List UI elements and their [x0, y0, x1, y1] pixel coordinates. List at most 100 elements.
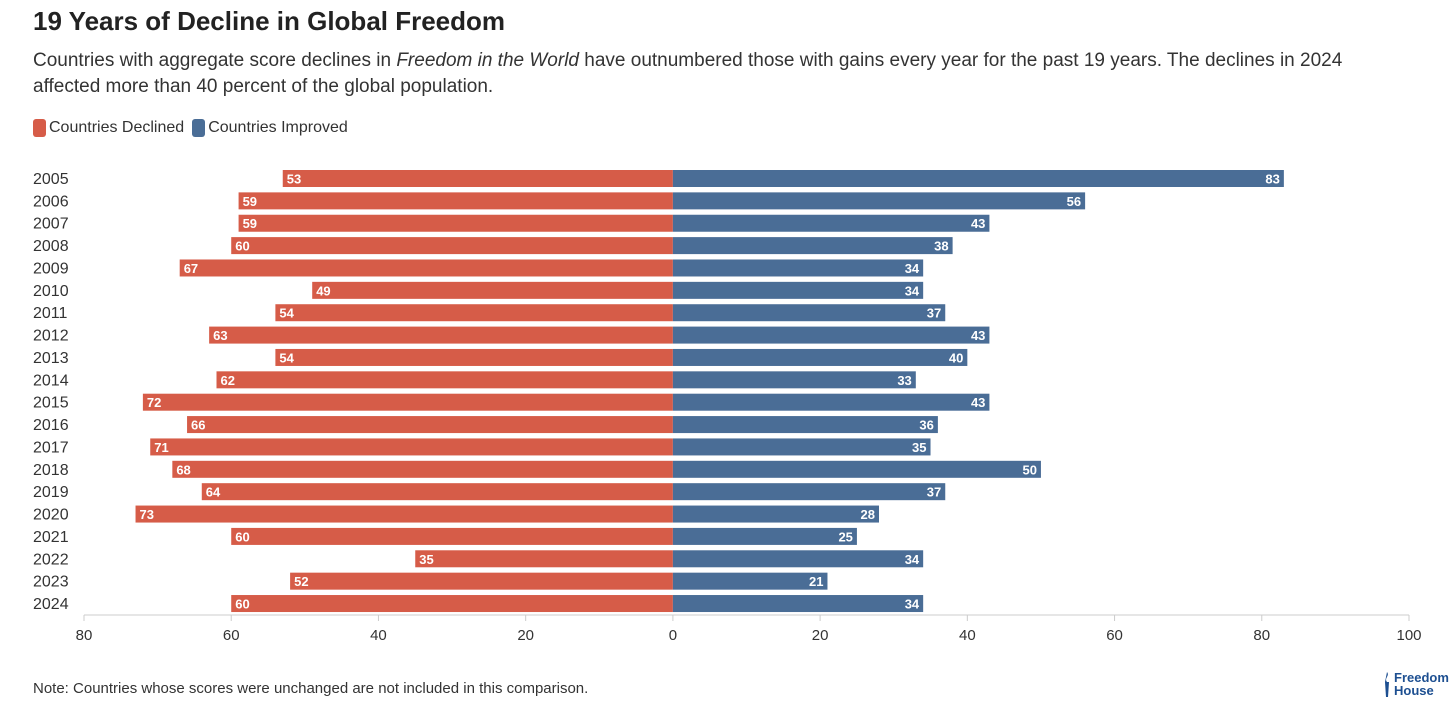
torch-icon: [1385, 672, 1389, 697]
x-tick-label: 100: [1396, 627, 1421, 644]
bar-declined: [142, 393, 673, 411]
data-label-declined: 66: [191, 418, 205, 433]
data-label-declined: 54: [279, 350, 294, 365]
data-label-declined: 71: [154, 440, 168, 455]
bar-improved: [672, 393, 990, 411]
x-tick-label: 40: [370, 627, 387, 644]
bar-improved: [672, 192, 1086, 210]
data-label-declined: 60: [235, 239, 249, 254]
bar-improved: [672, 259, 924, 277]
bar-declined: [282, 170, 673, 187]
legend-label: Countries Improved: [208, 119, 348, 136]
x-tick-label: 60: [223, 627, 240, 644]
legend-swatch-declined: [33, 119, 46, 137]
bar-improved: [672, 527, 857, 545]
bar-declined: [172, 460, 673, 478]
bar-declined: [312, 281, 673, 299]
bar-declined: [187, 416, 673, 434]
year-label: 2020: [33, 507, 69, 524]
bar-declined: [150, 438, 673, 456]
x-tick-label: 80: [76, 627, 93, 644]
bar-improved: [672, 460, 1041, 478]
data-label-declined: 59: [243, 216, 257, 231]
data-label-improved: 34: [905, 552, 920, 567]
legend-item-declined[interactable]: Countries Declined: [33, 119, 184, 137]
data-label-improved: 56: [1067, 194, 1081, 209]
subtitle-text: have outnumbered those with gains every …: [33, 50, 1343, 97]
data-label-declined: 49: [316, 283, 330, 298]
x-tick-label: 80: [1253, 627, 1270, 644]
bar-improved: [672, 595, 924, 613]
year-label: 2024: [33, 596, 69, 613]
year-label: 2015: [33, 395, 69, 412]
bar-declined: [231, 527, 673, 545]
bar-declined: [415, 550, 673, 568]
data-label-declined: 68: [176, 462, 190, 477]
data-label-improved: 36: [919, 418, 933, 433]
data-label-improved: 43: [971, 395, 985, 410]
x-tick-label: 60: [1106, 627, 1123, 644]
bar-improved: [672, 214, 990, 232]
data-label-declined: 64: [206, 485, 221, 500]
year-label: 2010: [33, 283, 69, 300]
data-label-declined: 60: [235, 597, 249, 612]
subtitle-italic: Freedom in the World: [396, 50, 579, 71]
bar-improved: [672, 170, 1284, 187]
data-label-declined: 62: [221, 373, 235, 388]
bar-improved: [672, 550, 924, 568]
data-label-improved: 40: [949, 350, 963, 365]
data-label-declined: 63: [213, 328, 227, 343]
x-tick-label: 20: [517, 627, 534, 644]
bar-improved: [672, 416, 938, 434]
x-tick-label: 0: [669, 627, 677, 644]
year-label: 2007: [33, 216, 69, 233]
year-label: 2009: [33, 260, 69, 277]
bar-improved: [672, 348, 968, 366]
legend: Countries Declined Countries Improved: [33, 119, 348, 137]
bar-declined: [201, 483, 673, 501]
bar-declined: [135, 505, 673, 523]
freedom-house-logo: Freedom House: [1382, 670, 1449, 698]
footnote: Note: Countries whose scores were unchan…: [33, 680, 589, 697]
data-label-improved: 28: [861, 507, 875, 522]
legend-swatch-improved: [192, 119, 206, 137]
data-label-improved: 37: [927, 485, 941, 500]
data-label-improved: 50: [1022, 462, 1036, 477]
bar-improved: [672, 304, 946, 322]
bar-improved: [672, 572, 828, 590]
year-label: 2006: [33, 193, 69, 210]
chart-subtitle: Countries with aggregate score declines …: [33, 48, 1413, 100]
data-label-improved: 34: [905, 261, 920, 276]
bar-declined: [179, 259, 673, 277]
bar-declined: [216, 371, 673, 389]
bar-improved: [672, 371, 916, 389]
bar-declined: [231, 595, 673, 613]
data-label-declined: 60: [235, 529, 249, 544]
data-label-declined: 59: [243, 194, 257, 209]
bar-declined: [231, 237, 673, 255]
data-label-declined: 72: [147, 395, 161, 410]
year-label: 2008: [33, 238, 69, 255]
bar-declined: [209, 326, 673, 344]
bar-improved: [672, 326, 990, 344]
bar-declined: [275, 348, 673, 366]
bar-improved: [672, 505, 879, 523]
data-label-declined: 54: [279, 306, 294, 321]
bar-declined: [238, 214, 673, 232]
year-label: 2017: [33, 439, 69, 456]
legend-label: Countries Declined: [49, 119, 185, 136]
logo-text: House: [1394, 683, 1434, 698]
data-label-declined: 73: [140, 507, 154, 522]
legend-item-improved[interactable]: Countries Improved: [192, 119, 348, 137]
data-label-improved: 43: [971, 216, 985, 231]
data-label-improved: 43: [971, 328, 985, 343]
data-label-improved: 33: [897, 373, 911, 388]
data-label-improved: 37: [927, 306, 941, 321]
data-label-declined: 67: [184, 261, 198, 276]
chart-title: 19 Years of Decline in Global Freedom: [33, 6, 506, 36]
year-label: 2021: [33, 529, 69, 546]
year-label: 2022: [33, 551, 69, 568]
year-label: 2016: [33, 417, 69, 434]
data-label-improved: 21: [809, 574, 823, 589]
bar-improved: [672, 438, 931, 456]
